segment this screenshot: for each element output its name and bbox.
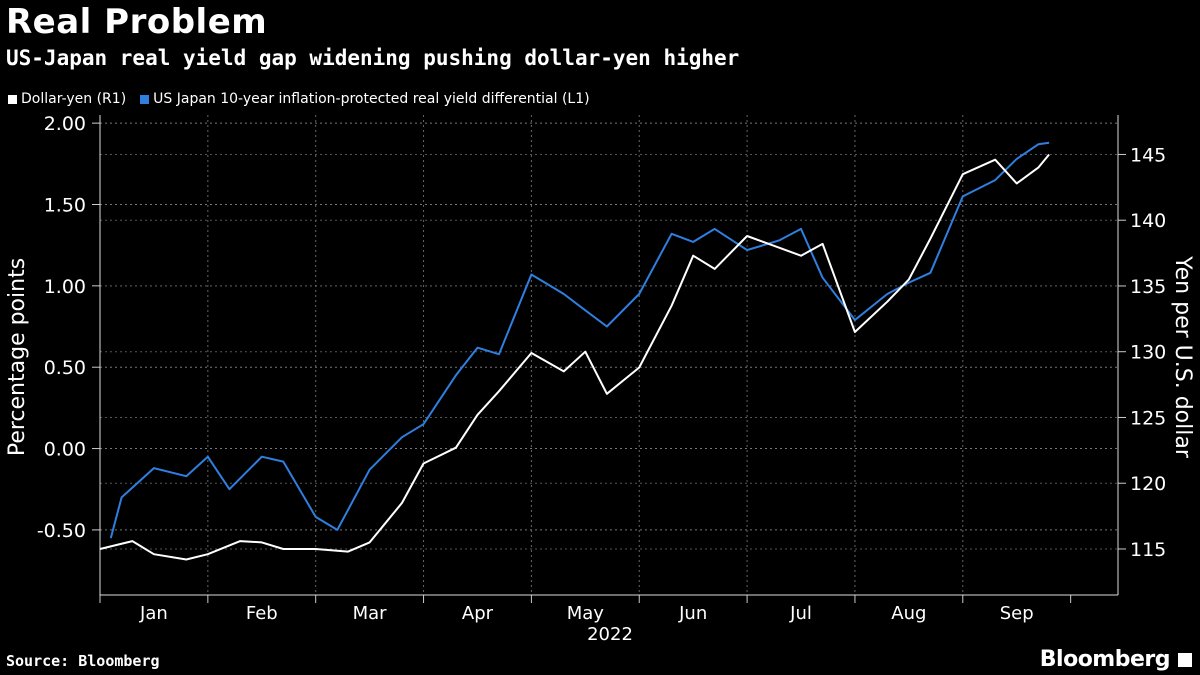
x-tick-label: Jun — [678, 603, 707, 624]
grid-lines — [100, 115, 1118, 595]
series-line-dollar-yen — [99, 153, 1050, 561]
legend-label-yield-differential: US Japan 10-year inflation-protected rea… — [153, 91, 590, 107]
left-tick-label: 0.00 — [44, 439, 86, 461]
x-tick-label: Apr — [462, 603, 494, 624]
right-tick-label: 120 — [1130, 473, 1166, 495]
x-tick-label: Jan — [139, 603, 168, 624]
x-tick-label: Feb — [246, 603, 278, 624]
x-tick-label: Sep — [1000, 603, 1034, 624]
legend: Dollar-yen (R1) US Japan 10-year inflati… — [8, 91, 590, 107]
series-lines — [99, 141, 1050, 561]
series-line-yield-differential — [109, 141, 1050, 539]
right-tick-label: 130 — [1130, 342, 1166, 364]
left-axis-label: Percentage points — [5, 258, 30, 456]
brand-logo: Bloomberg — [1039, 647, 1171, 672]
left-tick-label: 1.00 — [44, 276, 86, 298]
right-tick-label: 125 — [1130, 407, 1166, 429]
chart-title: Real Problem — [6, 2, 268, 42]
axes: 2.00 1.50 1.00 0.50 0.00 -0.50 145 140 135 130 125… — [37, 113, 1166, 624]
x-tick-label: Jul — [789, 603, 812, 624]
right-tick-label: 115 — [1130, 539, 1166, 561]
legend-label-dollar-yen: Dollar-yen (R1) — [21, 91, 127, 107]
x-tick-label: Aug — [891, 603, 926, 624]
legend-item-dollar-yen: Dollar-yen (R1) — [8, 91, 126, 107]
x-axis-year-label: 2022 — [587, 624, 633, 645]
right-tick-label: 140 — [1130, 210, 1166, 232]
legend-swatch-yield-differential — [140, 94, 150, 104]
left-tick-label: -0.50 — [37, 520, 86, 542]
brand-mark-icon — [1178, 653, 1192, 667]
legend-swatch-dollar-yen — [8, 94, 17, 104]
right-tick-label: 145 — [1130, 144, 1166, 166]
source-note: Source: Bloomberg — [6, 652, 160, 670]
x-tick-label: Mar — [353, 603, 388, 624]
right-tick-label: 135 — [1130, 276, 1166, 298]
legend-item-yield-differential: US Japan 10-year inflation-protected rea… — [140, 91, 590, 107]
x-tick-label: May — [567, 603, 605, 624]
right-axis-label: Yen per U.S. dollar — [1170, 255, 1195, 459]
left-tick-label: 1.50 — [44, 194, 86, 216]
left-tick-label: 2.00 — [44, 113, 86, 135]
left-tick-label: 0.50 — [44, 357, 86, 379]
chart-subtitle: US-Japan real yield gap widening pushing… — [6, 46, 740, 70]
